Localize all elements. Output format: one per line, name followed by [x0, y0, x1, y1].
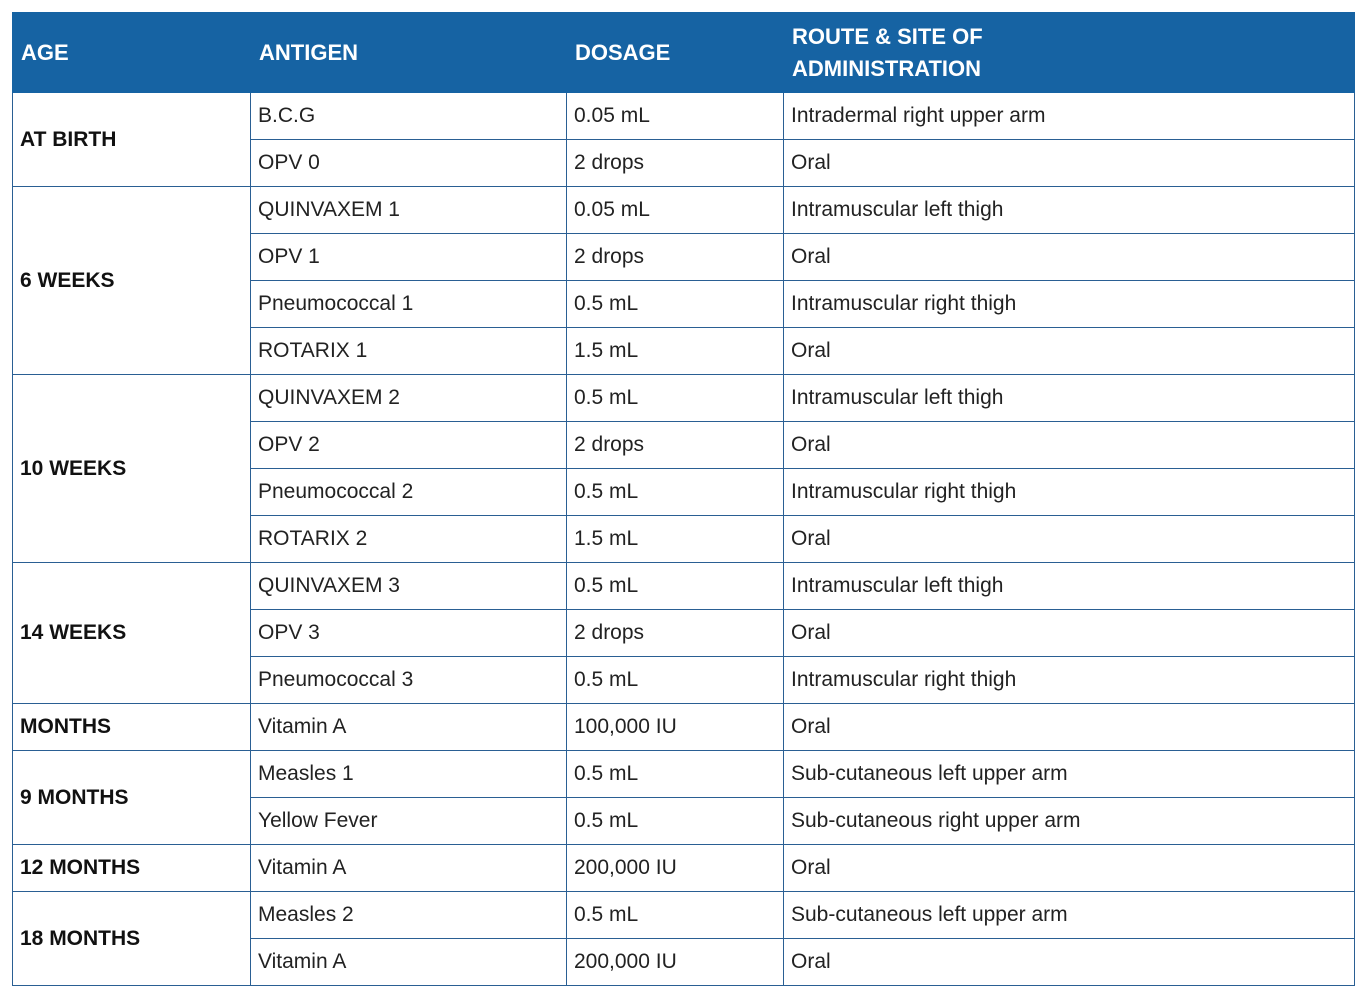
table-row: MONTHS Vitamin A 100,000 IU Oral — [12, 703, 1355, 751]
dosage-cell: 1.5 mL — [566, 327, 784, 375]
route-cell: Intramuscular right thigh — [783, 656, 1355, 704]
table-row: 18 MONTHS Measles 2 0.5 mL Sub-cutaneous le… — [12, 891, 1355, 986]
dosage-cell: 100,000 IU — [566, 703, 784, 751]
antigen-cell: ROTARIX 2 — [250, 515, 567, 563]
dosage-cell: 0.5 mL — [566, 280, 784, 328]
antigen-cell: Vitamin A — [250, 844, 567, 892]
dosage-cell: 0.05 mL — [566, 92, 784, 140]
age-cell: 18 MONTHS — [12, 891, 251, 986]
age-cell: 9 MONTHS — [12, 750, 251, 845]
route-cell: Oral — [783, 327, 1355, 375]
table-row: AT BIRTH B.C.G 0.05 mL Intradermal right up… — [12, 92, 1355, 187]
age-cell: MONTHS — [12, 703, 251, 751]
antigen-cell: Yellow Fever — [250, 797, 567, 845]
route-cell: Oral — [783, 515, 1355, 563]
column-header-antigen: ANTIGEN — [250, 12, 567, 93]
age-cell: 10 WEEKS — [12, 374, 251, 563]
dosage-cell: 2 drops — [566, 421, 784, 469]
antigen-cell: Pneumococcal 1 — [250, 280, 567, 328]
antigen-cell: B.C.G — [250, 92, 567, 140]
dosage-cell: 2 drops — [566, 233, 784, 281]
table-row: 6 WEEKS QUINVAXEM 1 0.05 mL Intramuscular l… — [12, 186, 1355, 375]
route-cell: Sub-cutaneous left upper arm — [783, 750, 1355, 798]
column-header-dosage: DOSAGE — [566, 12, 784, 93]
antigen-cell: QUINVAXEM 3 — [250, 562, 567, 610]
route-cell: Oral — [783, 139, 1355, 187]
route-cell: Oral — [783, 703, 1355, 751]
age-cell: AT BIRTH — [12, 92, 251, 187]
route-cell: Intramuscular left thigh — [783, 374, 1355, 422]
antigen-cell: Pneumococcal 3 — [250, 656, 567, 704]
dosage-cell: 0.5 mL — [566, 374, 784, 422]
column-header-route: ROUTE & SITE OF ADMINISTRATION — [783, 12, 1355, 93]
column-header-age: AGE — [12, 12, 251, 93]
route-cell: Oral — [783, 421, 1355, 469]
route-cell: Oral — [783, 609, 1355, 657]
antigen-cell: QUINVAXEM 2 — [250, 374, 567, 422]
dosage-cell: 0.5 mL — [566, 750, 784, 798]
table-row: 9 MONTHS Measles 1 0.5 mL Sub-cutaneous lef… — [12, 750, 1355, 845]
dosage-cell: 0.5 mL — [566, 562, 784, 610]
route-cell: Intramuscular right thigh — [783, 468, 1355, 516]
table-row: Pneumococcal 3 0.5 mL Intramuscular right … — [13, 656, 1355, 704]
antigen-cell: OPV 2 — [250, 421, 567, 469]
route-cell: Intradermal right upper arm — [783, 92, 1355, 140]
antigen-cell: Measles 1 — [250, 750, 567, 798]
route-cell: Oral — [783, 233, 1355, 281]
dosage-cell: 0.5 mL — [566, 797, 784, 845]
dosage-cell: 0.05 mL — [566, 186, 784, 234]
route-cell: Sub-cutaneous right upper arm — [783, 797, 1355, 845]
table-row: Pneumococcal 1 0.5 mL Intramuscular right … — [13, 280, 1355, 328]
antigen-cell: OPV 3 — [250, 609, 567, 657]
dosage-cell: 1.5 mL — [566, 515, 784, 563]
antigen-cell: QUINVAXEM 1 — [250, 186, 567, 234]
antigen-cell: ROTARIX 1 — [250, 327, 567, 375]
table-row: ROTARIX 1 1.5 mL Oral — [13, 327, 1355, 375]
table-row: Yellow Fever 0.5 mL Sub-cutaneous right up… — [13, 797, 1355, 845]
dosage-cell: 2 drops — [566, 139, 784, 187]
route-cell: Oral — [783, 844, 1355, 892]
table-row: Vitamin A 200,000 IU Oral — [13, 938, 1355, 986]
table-row: 10 WEEKS QUINVAXEM 2 0.5 mL Intramuscular l… — [12, 374, 1355, 563]
dosage-cell: 0.5 mL — [566, 891, 784, 939]
dosage-cell: 0.5 mL — [566, 468, 784, 516]
antigen-cell: Measles 2 — [250, 891, 567, 939]
antigen-cell: OPV 0 — [250, 139, 567, 187]
table-body: AT BIRTH B.C.G 0.05 mL Intradermal right up… — [12, 92, 1355, 986]
table-row: ROTARIX 2 1.5 mL Oral — [13, 515, 1355, 563]
antigen-cell: OPV 1 — [250, 233, 567, 281]
dosage-cell: 2 drops — [566, 609, 784, 657]
table-row: 12 MONTHS Vitamin A 200,000 IU Oral — [12, 844, 1355, 892]
immunization-schedule-table: AGE ANTIGEN DOSAGE ROUTE & SITE OF ADMIN… — [12, 12, 1355, 986]
dosage-cell: 200,000 IU — [566, 938, 784, 986]
route-cell: Oral — [783, 938, 1355, 986]
table-row: Pneumococcal 2 0.5 mL Intramuscular right … — [13, 468, 1355, 516]
table-row: 14 WEEKS QUINVAXEM 3 0.5 mL Intramuscular l… — [12, 562, 1355, 704]
age-cell: 12 MONTHS — [12, 844, 251, 892]
age-cell: 6 WEEKS — [12, 186, 251, 375]
column-header-route-line1: ROUTE & SITE OF — [792, 23, 983, 49]
route-cell: Intramuscular left thigh — [783, 562, 1355, 610]
dosage-cell: 0.5 mL — [566, 656, 784, 704]
antigen-cell: Vitamin A — [250, 703, 567, 751]
route-cell: Intramuscular right thigh — [783, 280, 1355, 328]
antigen-cell: Pneumococcal 2 — [250, 468, 567, 516]
antigen-cell: Vitamin A — [250, 938, 567, 986]
dosage-cell: 200,000 IU — [566, 844, 784, 892]
table-header: AGE ANTIGEN DOSAGE ROUTE & SITE OF ADMIN… — [12, 12, 1355, 93]
route-cell: Intramuscular left thigh — [783, 186, 1355, 234]
header-row: AGE ANTIGEN DOSAGE ROUTE & SITE OF ADMIN… — [12, 12, 1355, 93]
column-header-route-line2: ADMINISTRATION — [792, 55, 982, 81]
age-cell: 14 WEEKS — [12, 562, 251, 704]
route-cell: Sub-cutaneous left upper arm — [783, 891, 1355, 939]
